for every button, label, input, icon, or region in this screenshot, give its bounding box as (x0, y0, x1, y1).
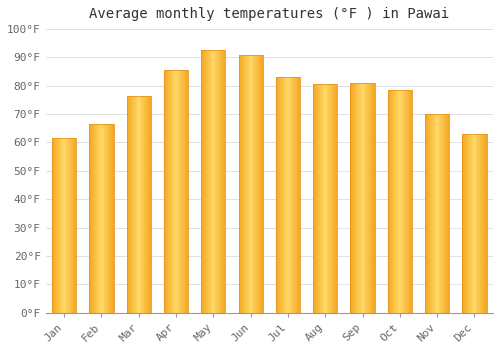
Bar (90, 124, 114, 313)
Bar (201, 50, 226, 313)
Bar (425, 114, 449, 313)
Bar (388, 90, 412, 313)
Bar (276, 77, 300, 313)
Bar (350, 83, 374, 313)
Bar (462, 134, 486, 313)
Title: Average monthly temperatures (°F ) in Pawai: Average monthly temperatures (°F ) in Pa… (89, 7, 450, 21)
Bar (164, 70, 188, 313)
Bar (313, 84, 338, 313)
Bar (238, 55, 263, 313)
Bar (52, 138, 76, 313)
Bar (126, 96, 151, 313)
